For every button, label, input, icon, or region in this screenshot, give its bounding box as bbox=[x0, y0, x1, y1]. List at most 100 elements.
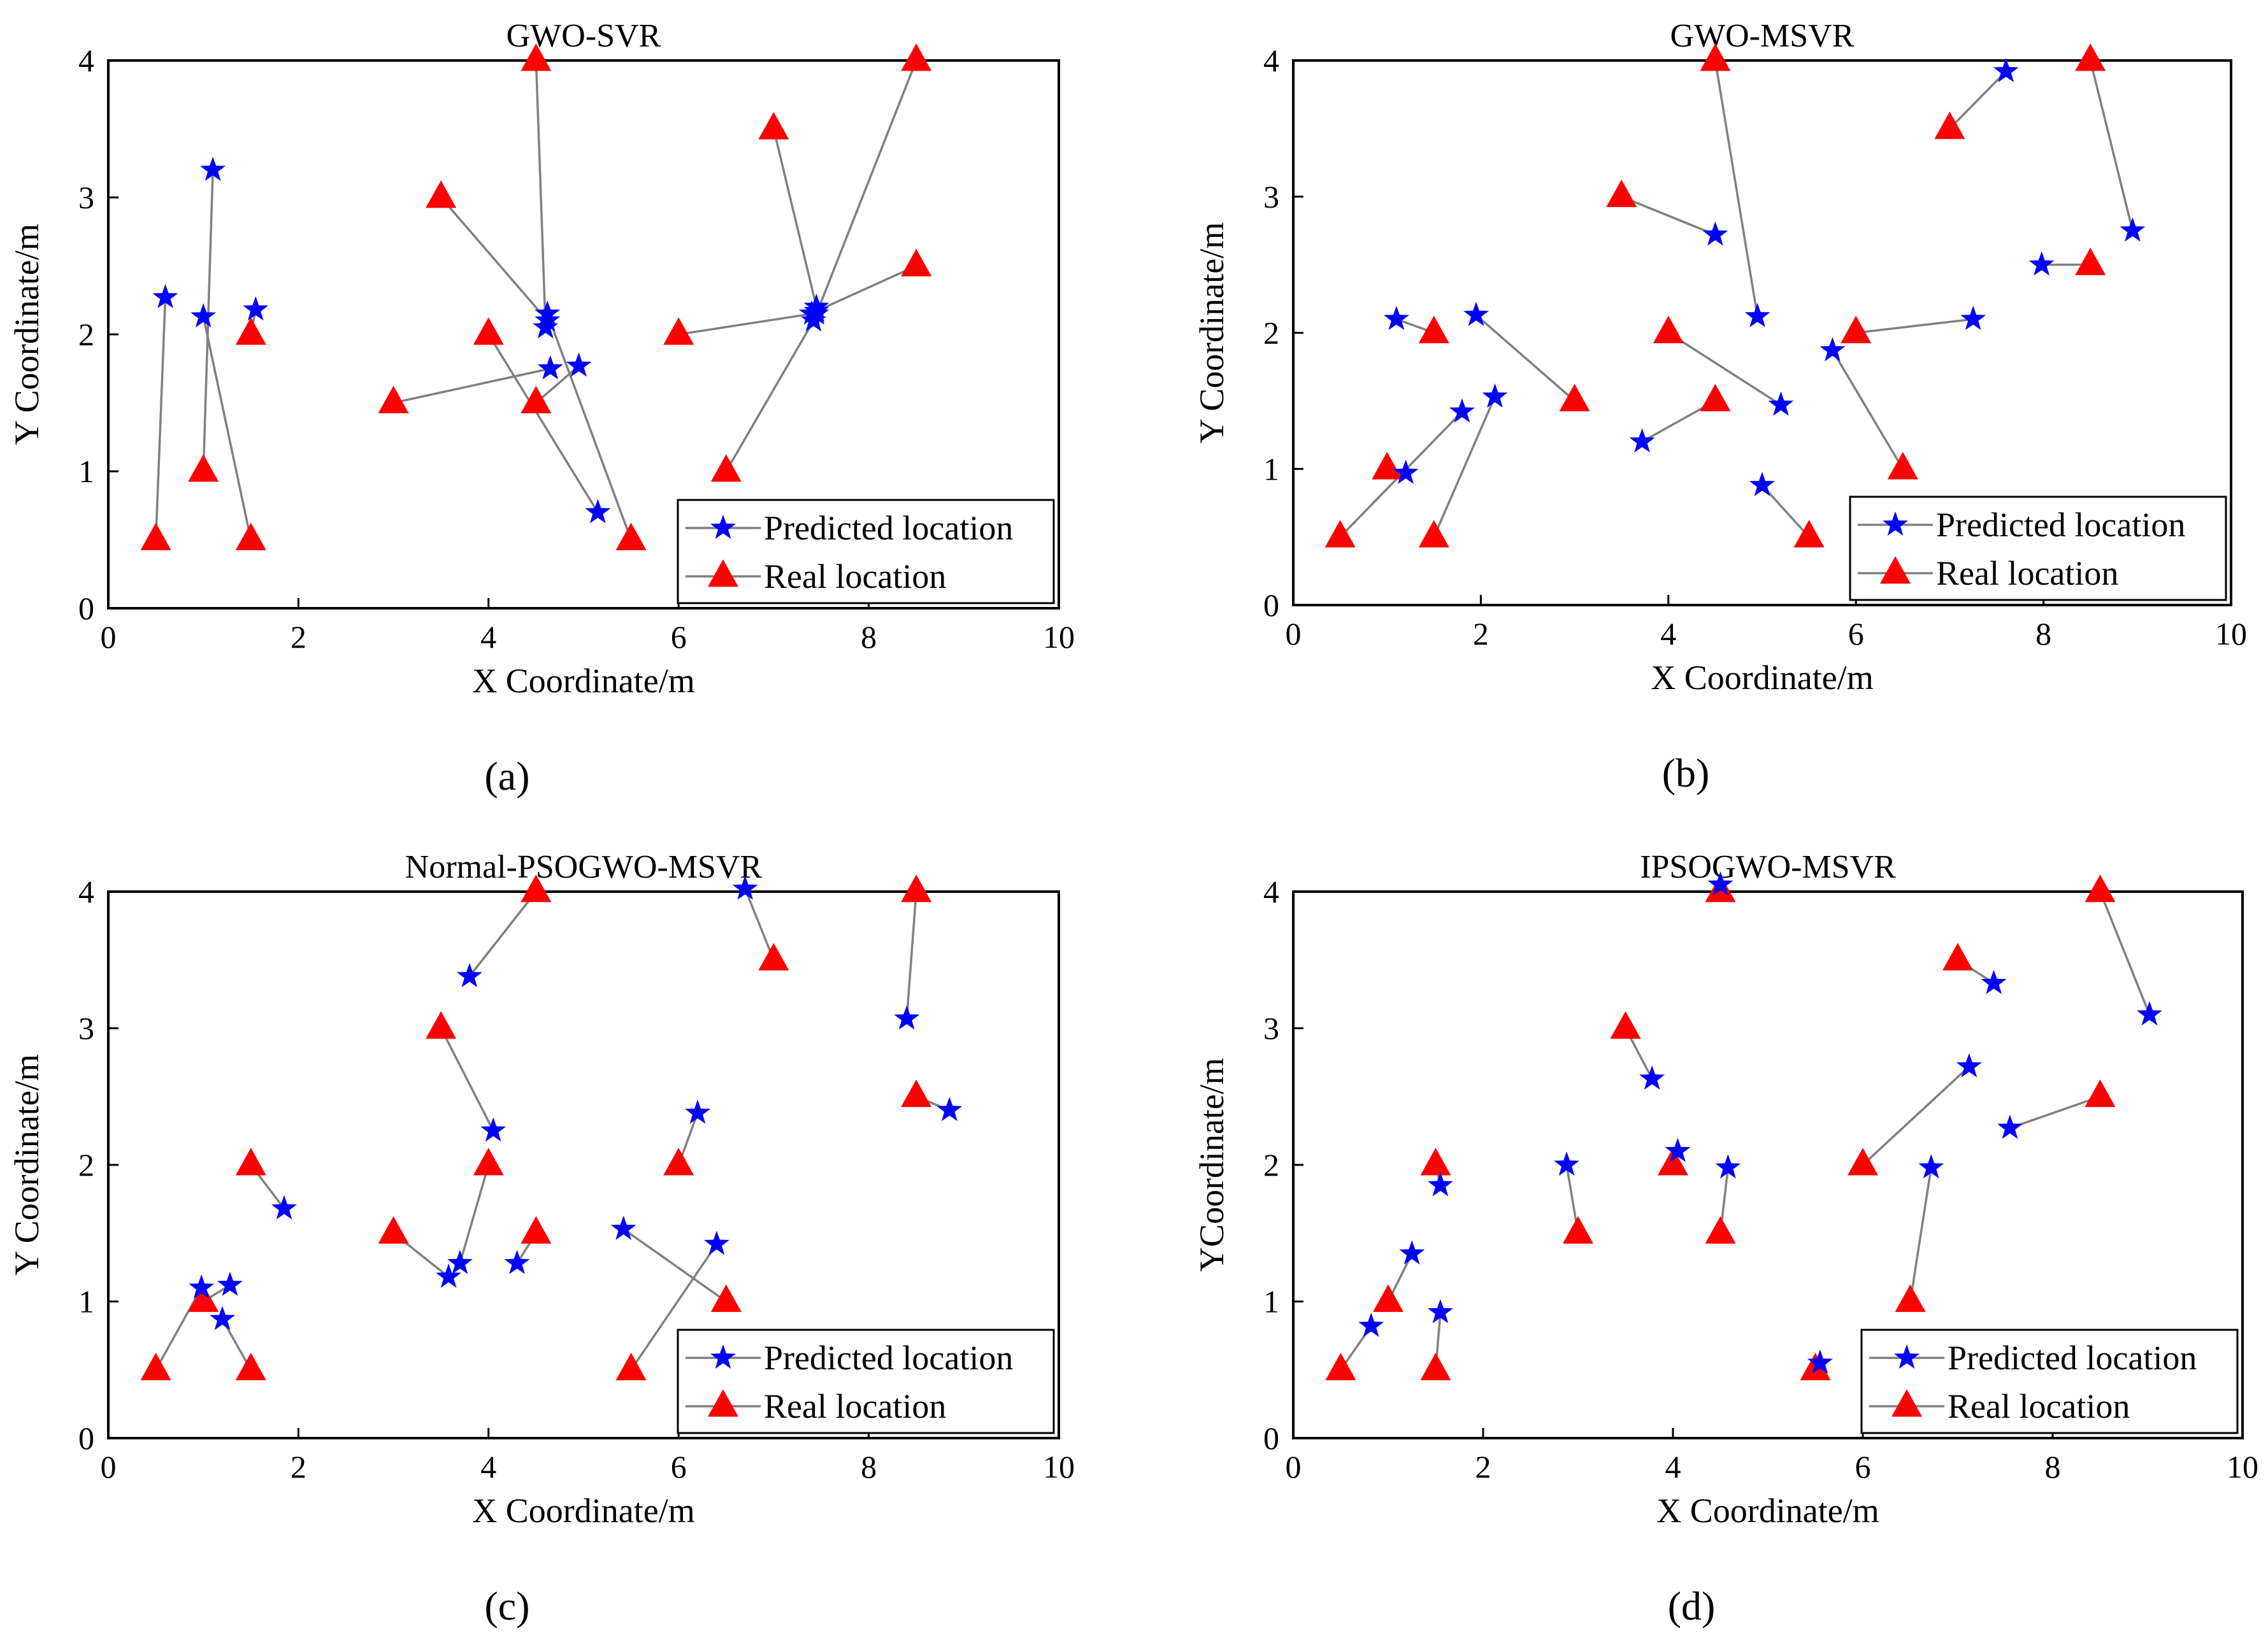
x-tick-label: 8 bbox=[861, 619, 877, 655]
real-location-point bbox=[1420, 1352, 1451, 1381]
predicted-location-point bbox=[533, 314, 559, 339]
predicted-location-point bbox=[1960, 306, 1986, 331]
link-line bbox=[2099, 891, 2151, 1015]
link-line bbox=[202, 316, 252, 540]
x-tick-label: 4 bbox=[1660, 616, 1676, 652]
y-tick-label: 2 bbox=[78, 317, 94, 352]
predicted-location-point bbox=[504, 1250, 530, 1274]
real-location-point bbox=[1418, 315, 1449, 343]
predicted-location-point bbox=[1482, 383, 1508, 408]
x-tick-label: 8 bbox=[2045, 1449, 2061, 1485]
y-tick-label: 3 bbox=[78, 180, 94, 215]
real-location-point bbox=[235, 1148, 266, 1176]
real-location-point bbox=[1887, 452, 1918, 480]
real-location-point bbox=[520, 874, 552, 902]
legend-marker-predicted bbox=[1894, 1344, 1920, 1369]
link-line bbox=[815, 60, 917, 315]
legend-label-real: Real location bbox=[764, 1387, 946, 1425]
legend-box bbox=[677, 499, 1055, 604]
y-tick-label: 1 bbox=[78, 1284, 94, 1320]
link-line bbox=[772, 129, 818, 308]
predicted-location-point bbox=[1997, 1115, 2023, 1139]
predicted-location-point bbox=[200, 157, 226, 181]
real-location-point bbox=[2075, 247, 2106, 276]
predicted-location-point bbox=[1707, 871, 1733, 896]
predicted-location-point bbox=[537, 355, 563, 380]
y-tick-label: 0 bbox=[1263, 1420, 1279, 1456]
real-location-point bbox=[901, 43, 932, 71]
legend-label-real: Real location bbox=[1936, 554, 2118, 592]
real-location-point bbox=[1653, 315, 1684, 343]
real-location-point bbox=[758, 111, 789, 139]
x-tick-label: 10 bbox=[1043, 619, 1075, 655]
predicted-location-point bbox=[1993, 58, 2019, 83]
legend-label-predicted: Predicted location bbox=[1948, 1339, 2197, 1377]
predicted-location-point bbox=[1807, 1350, 1833, 1374]
link-line bbox=[815, 264, 917, 313]
legend-marker-real bbox=[708, 1389, 738, 1417]
x-tick-label: 0 bbox=[101, 1449, 117, 1485]
legend-box bbox=[1849, 496, 2227, 601]
legend-marker-real bbox=[1891, 1389, 1922, 1417]
link-line bbox=[1621, 196, 1716, 236]
predicted-location-point bbox=[152, 283, 178, 308]
link-line bbox=[535, 365, 580, 404]
real-location-point bbox=[1934, 111, 1965, 139]
panel-d: IPSOGWO-MSVR 0 2 4 6 8 10 0 1 2 3 4 X Coordinate/m YC… bbox=[1193, 849, 2258, 1629]
x-axis-label: X Coordinate/m bbox=[1656, 1492, 1879, 1530]
real-location-point bbox=[140, 522, 171, 550]
predicted-location-point bbox=[1956, 1053, 1982, 1078]
predicted-location-point bbox=[1768, 391, 1794, 416]
predicted-location-point bbox=[1819, 337, 1846, 362]
y-tick-label: 4 bbox=[1263, 43, 1279, 78]
real-location-point bbox=[520, 1216, 552, 1244]
predicted-location-point bbox=[803, 300, 829, 325]
real-location-point bbox=[520, 43, 552, 71]
link-line bbox=[154, 297, 167, 540]
real-location-point bbox=[1420, 1148, 1451, 1176]
real-location-point bbox=[1705, 1216, 1736, 1244]
real-location-point bbox=[1563, 1216, 1593, 1244]
predicted-location-point bbox=[937, 1097, 963, 1122]
real-location-point bbox=[2085, 1079, 2116, 1108]
x-tick-label: 6 bbox=[1848, 616, 1864, 652]
link-line bbox=[1831, 350, 1904, 470]
link-line bbox=[155, 1287, 203, 1371]
predicted-location-point bbox=[457, 963, 482, 987]
y-tick-label: 4 bbox=[78, 874, 94, 909]
link-line bbox=[440, 196, 549, 322]
predicted-location-point bbox=[1702, 221, 1728, 246]
predicted-location-point bbox=[1428, 1299, 1453, 1323]
real-location-point bbox=[901, 1079, 932, 1108]
link-line bbox=[546, 313, 633, 541]
x-tick-label: 2 bbox=[291, 1449, 306, 1485]
panel-label: (d) bbox=[1668, 1583, 1716, 1629]
link-line bbox=[725, 320, 815, 472]
predicted-location-point bbox=[1715, 1154, 1741, 1179]
x-tick-label: 2 bbox=[1473, 616, 1489, 652]
real-location-point bbox=[710, 454, 742, 482]
link-line bbox=[468, 890, 537, 978]
legend-marker-real bbox=[1880, 556, 1911, 584]
real-location-point bbox=[1325, 1352, 1356, 1381]
real-location-point bbox=[1324, 520, 1356, 548]
real-location-point bbox=[615, 522, 647, 550]
predicted-location-point bbox=[1383, 306, 1409, 331]
real-location-point bbox=[1942, 943, 1973, 971]
real-location-point bbox=[1841, 315, 1872, 343]
legend-label-predicted: Predicted location bbox=[1936, 506, 2185, 544]
legend-label-real: Real location bbox=[1948, 1387, 2130, 1425]
y-axis-label: Y Coordinate/m bbox=[8, 1054, 46, 1275]
legend-marker-predicted bbox=[710, 515, 736, 539]
real-location-point bbox=[2075, 43, 2106, 71]
real-location-point bbox=[758, 943, 789, 971]
real-location-point bbox=[235, 1352, 266, 1381]
real-location-point bbox=[473, 317, 504, 345]
real-location-point bbox=[235, 522, 266, 550]
predicted-location-point bbox=[1629, 428, 1655, 453]
real-location-point bbox=[188, 454, 219, 482]
link-line bbox=[1949, 70, 2007, 130]
link-line bbox=[744, 888, 775, 960]
legend-box bbox=[677, 1329, 1055, 1434]
x-tick-label: 0 bbox=[1286, 1449, 1302, 1485]
